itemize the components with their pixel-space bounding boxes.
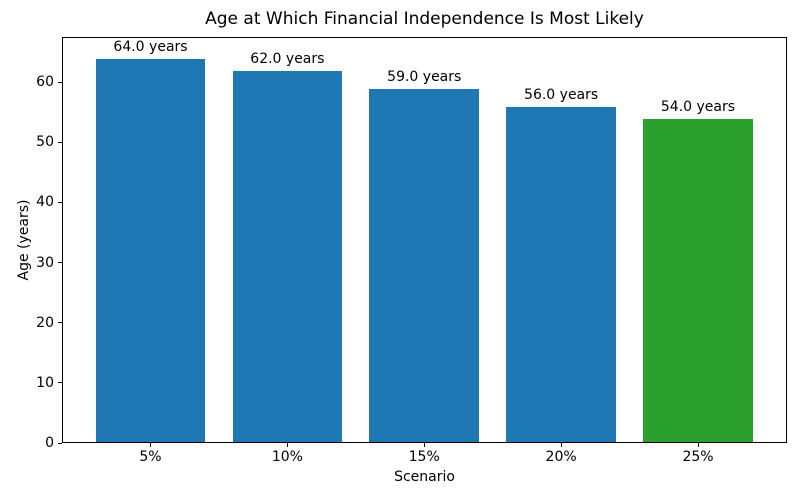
x-tick-mark xyxy=(697,443,699,447)
plot-area: 64.0 years 62.0 years 59.0 years 56.0 years… xyxy=(62,37,787,443)
bar-value-label: 56.0 years xyxy=(524,86,599,103)
bar-5%: 64.0 years xyxy=(95,39,206,442)
y-tick-label: 20 xyxy=(36,314,54,331)
bar-25%: 54.0 years xyxy=(643,99,753,442)
chart-title: Age at Which Financial Independence Is M… xyxy=(205,9,644,29)
bar-value-label: 62.0 years xyxy=(250,50,325,67)
bar-15%: 59.0 years xyxy=(369,69,479,442)
x-tick-label: 5% xyxy=(139,449,162,465)
y-tick-label: 0 xyxy=(45,435,54,451)
x-tick-label: 10% xyxy=(271,449,303,465)
x-tick-label: 25% xyxy=(682,449,714,465)
x-tick-label: 20% xyxy=(545,449,577,465)
x-tick-label: 15% xyxy=(408,449,440,465)
y-tick-label: 60 xyxy=(36,74,54,91)
bar-value-label: 59.0 years xyxy=(387,68,462,85)
x-axis-label: Scenario xyxy=(394,469,455,485)
bar-10%: 62.0 years xyxy=(232,51,343,442)
y-axis-label: Age (years) xyxy=(16,199,32,281)
y-tick-label: 50 xyxy=(36,134,54,151)
bar-20%: 56.0 years xyxy=(506,87,616,442)
x-tick-mark xyxy=(560,443,562,447)
x-tick-mark xyxy=(150,443,151,447)
bar-value-label: 64.0 years xyxy=(113,38,188,55)
x-tick-mark xyxy=(423,443,425,447)
x-tick-mark xyxy=(286,443,288,447)
y-tick-label: 10 xyxy=(36,374,54,391)
bar-value-label: 54.0 years xyxy=(660,98,736,115)
